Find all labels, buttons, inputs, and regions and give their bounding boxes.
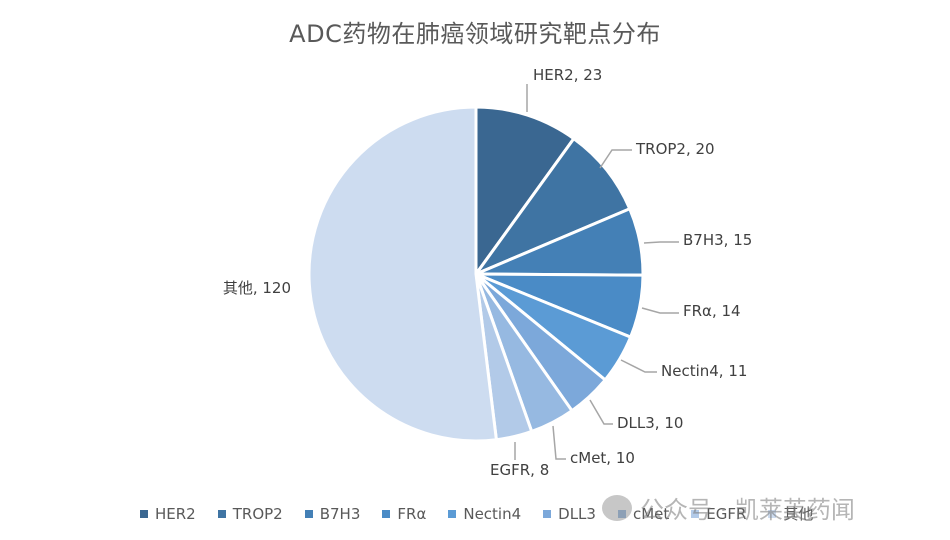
- data-label: 其他, 120: [223, 279, 291, 297]
- pie-slice-其他: [307, 105, 499, 443]
- legend-label: EGFR: [706, 504, 747, 523]
- legend-swatch-icon: [140, 509, 148, 518]
- data-label: B7H3, 15: [683, 231, 752, 249]
- legend-swatch-icon: [543, 509, 552, 518]
- pie-slice-trop2: [471, 136, 632, 278]
- legend-item: FRα: [382, 505, 426, 523]
- data-label: EGFR, 8: [490, 461, 549, 479]
- data-label: HER2, 23: [533, 66, 602, 84]
- legend-item: cMet: [617, 504, 670, 523]
- legend-swatch-icon: [382, 509, 391, 518]
- leader-line: [599, 149, 632, 169]
- leader-line: [589, 399, 613, 425]
- legend-label: FRα: [397, 504, 427, 523]
- leader-line: [620, 359, 657, 373]
- pie-slice-her2: [474, 105, 576, 279]
- data-label: cMet, 10: [570, 449, 635, 467]
- legend-swatch-icon: [304, 509, 313, 518]
- legend-swatch-icon: [617, 509, 626, 518]
- legend-swatch-icon: [448, 509, 457, 518]
- leader-line: [641, 307, 679, 314]
- leader-line: [552, 425, 566, 460]
- legend-swatch-icon: [768, 509, 777, 518]
- data-label: DLL3, 10: [617, 414, 683, 432]
- legend-label: DLL3: [558, 504, 596, 523]
- legend-item: EGFR: [691, 505, 746, 523]
- legend-label: B7H3: [319, 504, 361, 523]
- chart-legend: HER2 TROP2 B7H3 FRα Nectin4 DLL3 cMet EGFR 其他: [140, 503, 813, 524]
- legend-swatch-icon: [217, 509, 226, 518]
- data-label: TROP2, 20: [635, 140, 715, 158]
- legend-item: B7H3: [304, 504, 361, 523]
- legend-label: TROP2: [232, 504, 283, 523]
- legend-label: 其他: [783, 505, 814, 523]
- legend-label: cMet: [632, 504, 670, 523]
- legend-item: Nectin4: [448, 505, 521, 523]
- legend-item: 其他: [768, 503, 813, 524]
- legend-item: HER2: [140, 505, 196, 523]
- chart-title: ADC药物在肺癌领域研究靶点分布: [289, 20, 661, 48]
- legend-item: DLL3: [543, 505, 596, 523]
- legend-item: TROP2: [217, 504, 283, 523]
- wechat-icon: [602, 494, 632, 521]
- data-label: Nectin4, 11: [661, 362, 747, 380]
- legend-label: HER2: [155, 504, 196, 523]
- data-label: FRα, 14: [683, 302, 741, 320]
- legend-swatch-icon: [691, 509, 700, 518]
- legend-label: Nectin4: [463, 504, 522, 523]
- watermark-text: 公众号 · 凯莱英药闻: [640, 496, 855, 524]
- watermark: 公众号 · 凯莱英药闻: [602, 490, 855, 525]
- leader-line: [643, 241, 679, 244]
